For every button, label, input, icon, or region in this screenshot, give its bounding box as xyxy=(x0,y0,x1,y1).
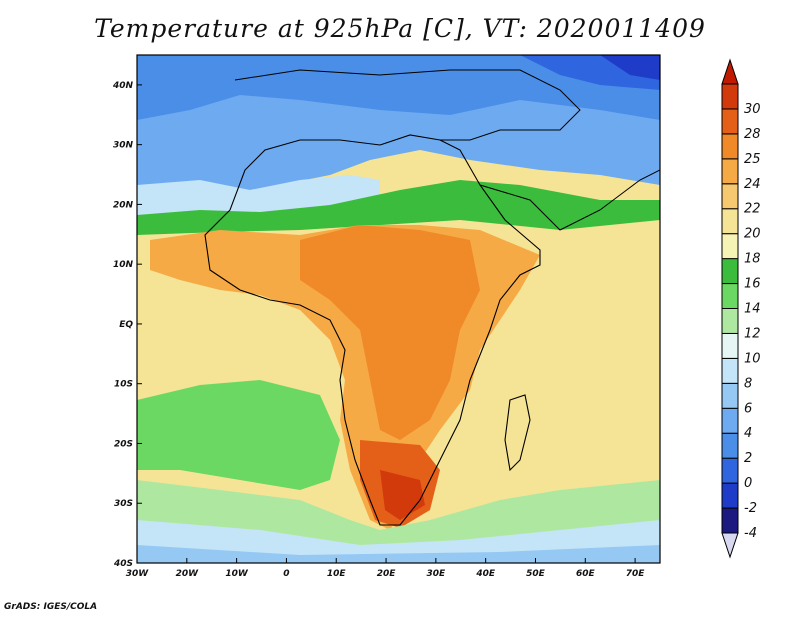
colorbar-swatch xyxy=(721,283,739,309)
colorbar-label: 14 xyxy=(744,302,761,317)
lat-tick-label: 20N xyxy=(113,200,134,210)
lon-tick-label: 10W xyxy=(225,569,249,579)
colorbar-swatch xyxy=(721,133,739,160)
colorbar-swatch xyxy=(721,233,739,260)
lat-tick-label: 40S xyxy=(113,559,133,569)
colorbar-max-arrow xyxy=(721,58,739,85)
field-southern-cold xyxy=(137,545,660,563)
lon-tick-label: 0 xyxy=(283,569,289,579)
longitude-axis: 30W 20W 10W 0 10E 20E 30E 40E 50E 60E 70E xyxy=(126,558,646,579)
lon-tick-label: 20E xyxy=(377,569,397,579)
latitude-axis: 40N 30N 20N 10N EQ 10S 20S 30S 40S xyxy=(112,81,142,569)
colorbar-min-arrow xyxy=(721,532,739,559)
lon-tick-label: 10E xyxy=(327,569,347,579)
colorbar-swatch xyxy=(721,357,739,384)
lat-tick-label: EQ xyxy=(119,320,133,330)
lat-tick-label: 40N xyxy=(112,81,134,91)
colorbar-swatch xyxy=(721,382,739,409)
colorbar-label: 4 xyxy=(744,426,752,441)
colorbar-label: 16 xyxy=(744,277,761,292)
colorbar-label: 20 xyxy=(744,227,761,242)
colorbar-label: 12 xyxy=(744,326,761,341)
field-hot-africa xyxy=(300,225,480,440)
colorbar-label: -2 xyxy=(744,501,757,516)
lon-tick-label: 60E xyxy=(576,569,596,579)
colorbar-label: 8 xyxy=(744,376,752,391)
colorbar-label: 24 xyxy=(744,177,761,192)
map-frame xyxy=(136,54,661,564)
lon-tick-label: 40E xyxy=(475,569,496,579)
colorbar-label: 30 xyxy=(744,102,761,117)
colorbar-swatch xyxy=(721,332,739,359)
colorbar-swatch xyxy=(721,108,739,135)
colorbar-label: 18 xyxy=(744,252,761,267)
lat-tick-label: 20S xyxy=(114,439,133,449)
colorbar-swatch xyxy=(721,432,739,459)
colorbar-label: -4 xyxy=(744,526,757,541)
lon-tick-label: 50E xyxy=(526,569,546,579)
colorbar-label: 28 xyxy=(744,127,761,142)
field-green-band xyxy=(137,180,660,235)
colorbar-swatch xyxy=(721,482,739,509)
lon-tick-label: 70E xyxy=(626,569,646,579)
lat-tick-label: 10N xyxy=(113,260,134,270)
colorbar-label: 2 xyxy=(744,451,752,466)
colorbar-swatch xyxy=(721,407,739,434)
colorbar-swatch xyxy=(721,83,739,110)
colorbar-swatch xyxy=(721,158,739,185)
colorbar-swatch xyxy=(721,183,739,210)
lat-tick-label: 30S xyxy=(114,499,133,509)
lat-tick-label: 10S xyxy=(114,380,133,390)
field-colder-north xyxy=(137,55,660,120)
temperature-field xyxy=(137,55,660,563)
lat-tick-label: 30N xyxy=(113,141,134,151)
colorbar-label: 22 xyxy=(744,202,761,217)
footer-credit: GrADS: IGES/COLA xyxy=(4,602,98,612)
colorbar-swatch xyxy=(721,457,739,484)
colorbar-swatch xyxy=(721,208,739,235)
colorbar-label: 6 xyxy=(744,401,752,416)
lon-tick-label: 30E xyxy=(427,569,447,579)
field-sahara-cool xyxy=(137,175,380,220)
colorbar-label: 10 xyxy=(744,351,761,366)
colorbar-swatch xyxy=(721,258,739,285)
colorbar-label: 0 xyxy=(744,476,752,491)
colorbar-label: 25 xyxy=(744,152,761,167)
field-deep-cold xyxy=(600,55,660,80)
europe-mideast-coastline xyxy=(234,69,581,141)
madagascar-coastline xyxy=(504,394,531,472)
lon-tick-label: 30W xyxy=(126,569,150,579)
africa-coastline xyxy=(204,134,541,526)
arabia-coastline xyxy=(479,169,660,231)
field-south-atlantic-green xyxy=(137,380,340,490)
colorbar-swatch xyxy=(721,507,739,534)
map-title: Temperature at 925hPa [C], VT: 202001140… xyxy=(94,14,706,43)
colorbar-swatch xyxy=(721,308,739,334)
lon-tick-label: 20W xyxy=(176,569,200,579)
